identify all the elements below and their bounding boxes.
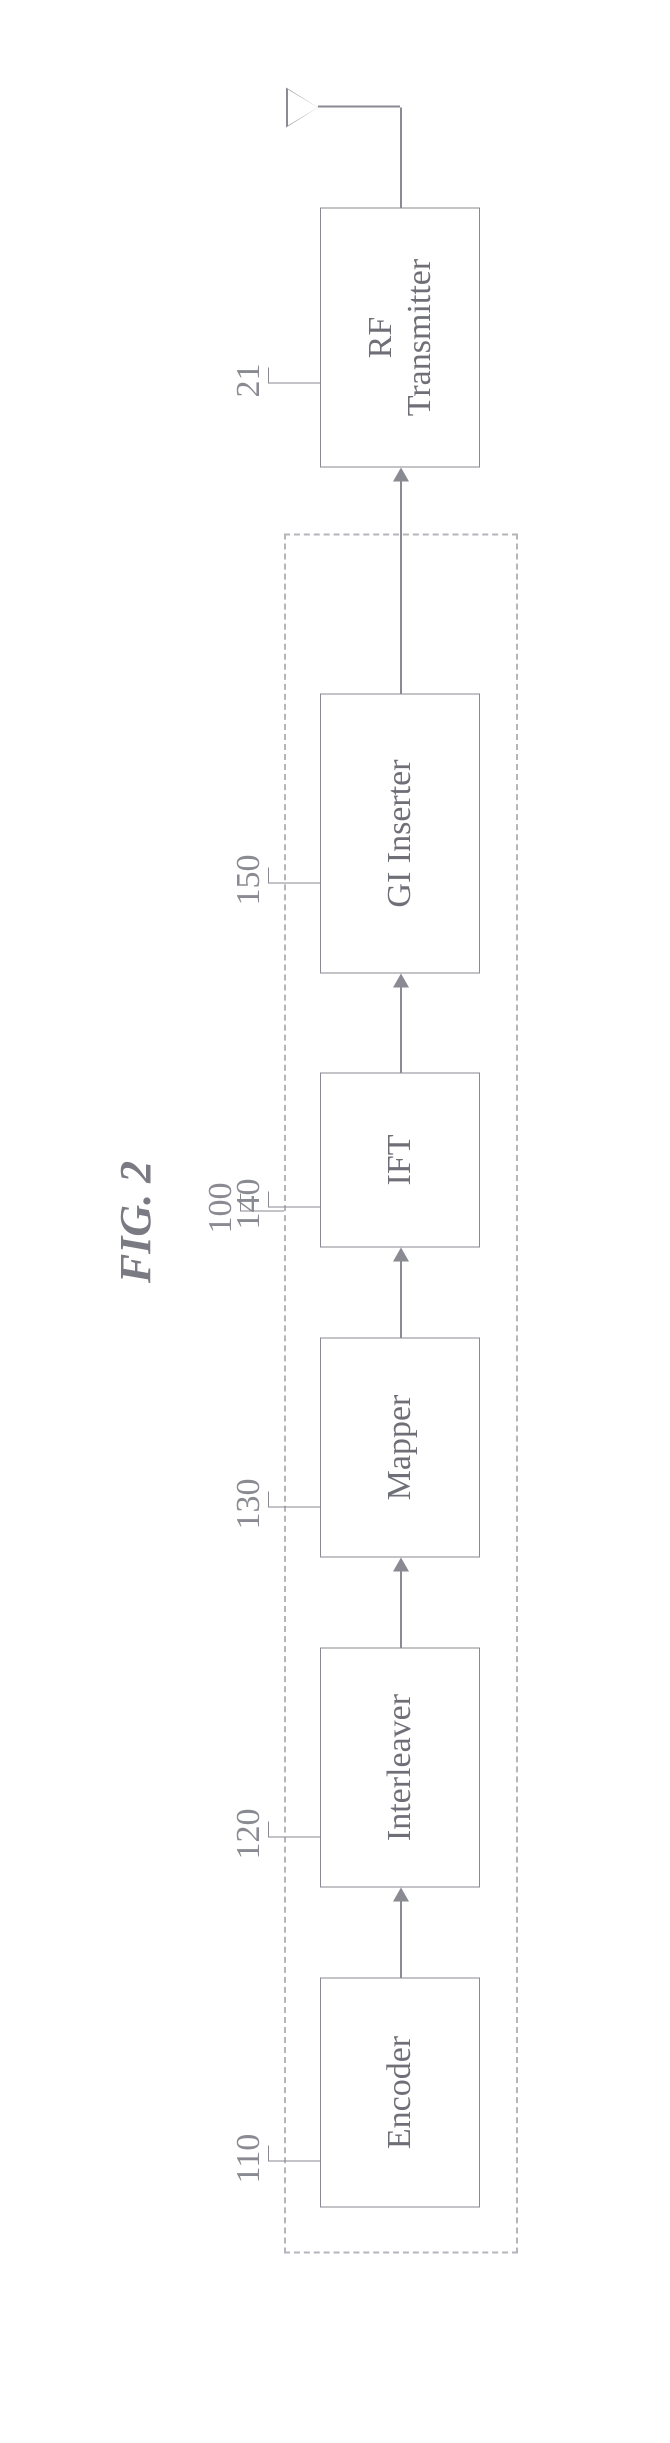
ref-120-lead	[268, 1821, 278, 1837]
figure-title: FIG. 2	[110, 1160, 161, 1282]
arrow-1-line	[400, 1571, 402, 1647]
arrow-4-head	[393, 467, 409, 481]
encoder-block: Encoder	[320, 1977, 480, 2207]
ref-130-lead	[268, 1491, 278, 1507]
interleaver-block: Interleaver	[320, 1647, 480, 1887]
rf-block: RF Transmitter	[320, 207, 480, 467]
antenna-wire	[400, 107, 402, 207]
arrow-0-line	[400, 1901, 402, 1977]
gi-block: GI Inserter	[320, 693, 480, 973]
ref-140: 140	[230, 1178, 268, 1229]
ref-21-drop	[278, 382, 320, 383]
arrow-3-head	[393, 973, 409, 987]
ref-21-lead	[268, 367, 278, 383]
arrow-2-head	[393, 1247, 409, 1261]
ref-110-drop	[278, 2160, 320, 2161]
ref-110-lead	[268, 2145, 278, 2161]
arrow-1-head	[393, 1557, 409, 1571]
ref-140-lead	[268, 1191, 278, 1207]
ref-120: 120	[230, 1808, 268, 1859]
ref-140-drop	[278, 1206, 320, 1207]
ref-130-drop	[278, 1506, 320, 1507]
ref-150-drop	[278, 882, 320, 883]
arrow-2-line	[400, 1261, 402, 1337]
ref-110: 110	[230, 2133, 268, 2183]
antenna-triangle-fill	[288, 89, 318, 125]
ift-block: IFT	[320, 1072, 480, 1247]
ref-130: 130	[230, 1478, 268, 1529]
antenna-mast	[318, 105, 400, 107]
ref-21: 21	[230, 363, 268, 397]
mapper-block: Mapper	[320, 1337, 480, 1557]
arrow-0-head	[393, 1887, 409, 1901]
arrow-4-line	[400, 481, 402, 693]
ref-120-drop	[278, 1836, 320, 1837]
ref-150-lead	[268, 867, 278, 883]
arrow-3-line	[400, 987, 402, 1072]
ref-150: 150	[230, 854, 268, 905]
